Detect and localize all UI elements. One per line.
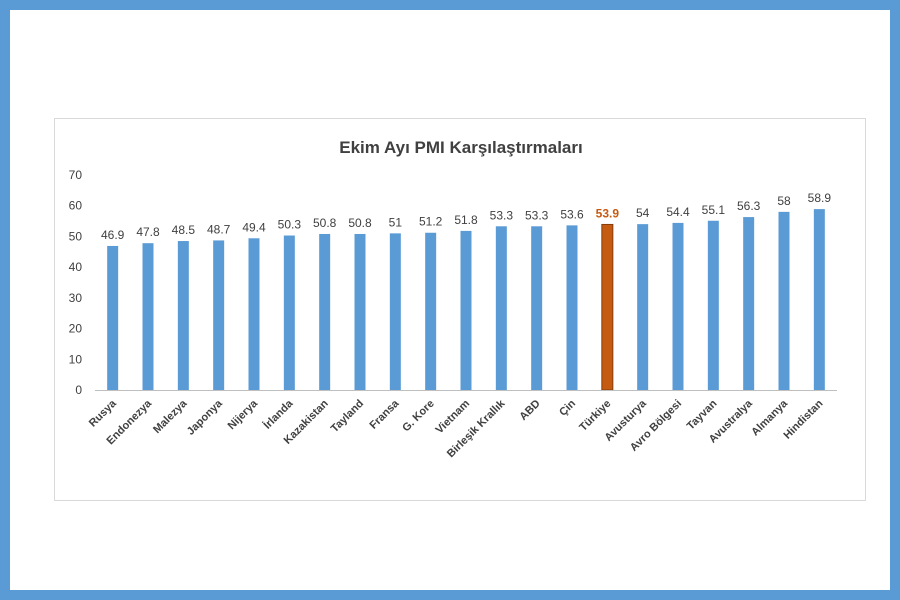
y-tick-label: 70 [69,168,83,182]
bar [248,238,260,390]
chart-title: Ekim Ayı PMI Karşılaştırmaları [339,138,582,157]
data-label: 46.9 [101,228,125,242]
bar [566,225,578,390]
y-tick-label: 10 [69,352,83,366]
x-tick-label: Çin [557,397,578,418]
data-label: 53.3 [490,208,514,222]
data-label: 53.9 [596,206,620,220]
x-tick-label: Hindistan [782,397,826,441]
bar [283,235,295,390]
x-tick-label: Nijerya [226,397,261,432]
bars-group: 46.9 47.8 48.5 48.7 49.4 50.3 50.8 50.8 51 51.2 51… [101,191,832,391]
data-label: 54 [636,206,650,220]
page-frame: Ekim Ayı PMI Karşılaştırmaları 0 10 20 30 40… [10,10,890,590]
data-label: 51 [389,215,403,229]
data-label: 53.6 [560,207,584,221]
data-label: 50.8 [348,216,372,230]
data-label: 47.8 [136,225,160,239]
data-label: 56.3 [737,199,761,213]
x-tick-label: Tayvan [685,397,720,432]
data-label: 58 [777,194,791,208]
y-tick-label: 50 [69,229,83,243]
y-tick-label: 30 [69,291,83,305]
data-label: 50.8 [313,216,337,230]
bar [743,217,755,390]
x-tick-label: Tayland [329,398,366,435]
x-tick-label: Türkiye [577,398,613,434]
bar [425,232,437,390]
x-tick-label: Rusya [87,397,119,429]
x-tick-label: Japonya [185,397,226,438]
data-label: 51.2 [419,215,443,229]
bar [672,222,684,390]
bar [778,211,790,390]
bar [601,223,614,391]
y-tick-label: 20 [69,322,83,336]
data-label: 55.1 [702,203,726,217]
data-label: 53.3 [525,208,549,222]
bar-chart: Ekim Ayı PMI Karşılaştırmaları 0 10 20 30 40… [69,138,837,460]
data-label: 51.8 [454,213,478,227]
data-label: 54.4 [666,205,690,219]
bar [177,241,189,390]
bar [531,226,543,390]
bar [107,245,119,390]
bar [319,233,331,390]
x-tick-label: G. Kore [400,398,437,435]
bar [213,240,225,390]
bar [460,230,472,390]
bar [389,233,401,390]
data-label: 48.5 [172,223,196,237]
x-tick-label: Malezya [151,397,190,436]
y-tick-label: 40 [69,260,83,274]
y-axis: 0 10 20 30 40 50 60 70 [69,168,83,397]
data-label: 50.3 [278,218,302,232]
data-label: 58.9 [808,191,832,205]
chart-card: Ekim Ayı PMI Karşılaştırmaları 0 10 20 30 40… [54,118,866,501]
x-tick-label: ABD [517,398,542,423]
data-label: 49.4 [242,220,266,234]
bar [495,226,507,390]
data-label: 48.7 [207,222,231,236]
x-tick-label: İrlanda [261,396,296,431]
bar [354,233,366,390]
x-tick-label: Fransa [367,397,402,432]
y-tick-label: 0 [75,383,82,397]
bar [813,209,825,390]
bar [707,220,719,390]
y-tick-label: 60 [69,199,83,213]
bar [637,224,649,390]
bar [142,243,154,390]
